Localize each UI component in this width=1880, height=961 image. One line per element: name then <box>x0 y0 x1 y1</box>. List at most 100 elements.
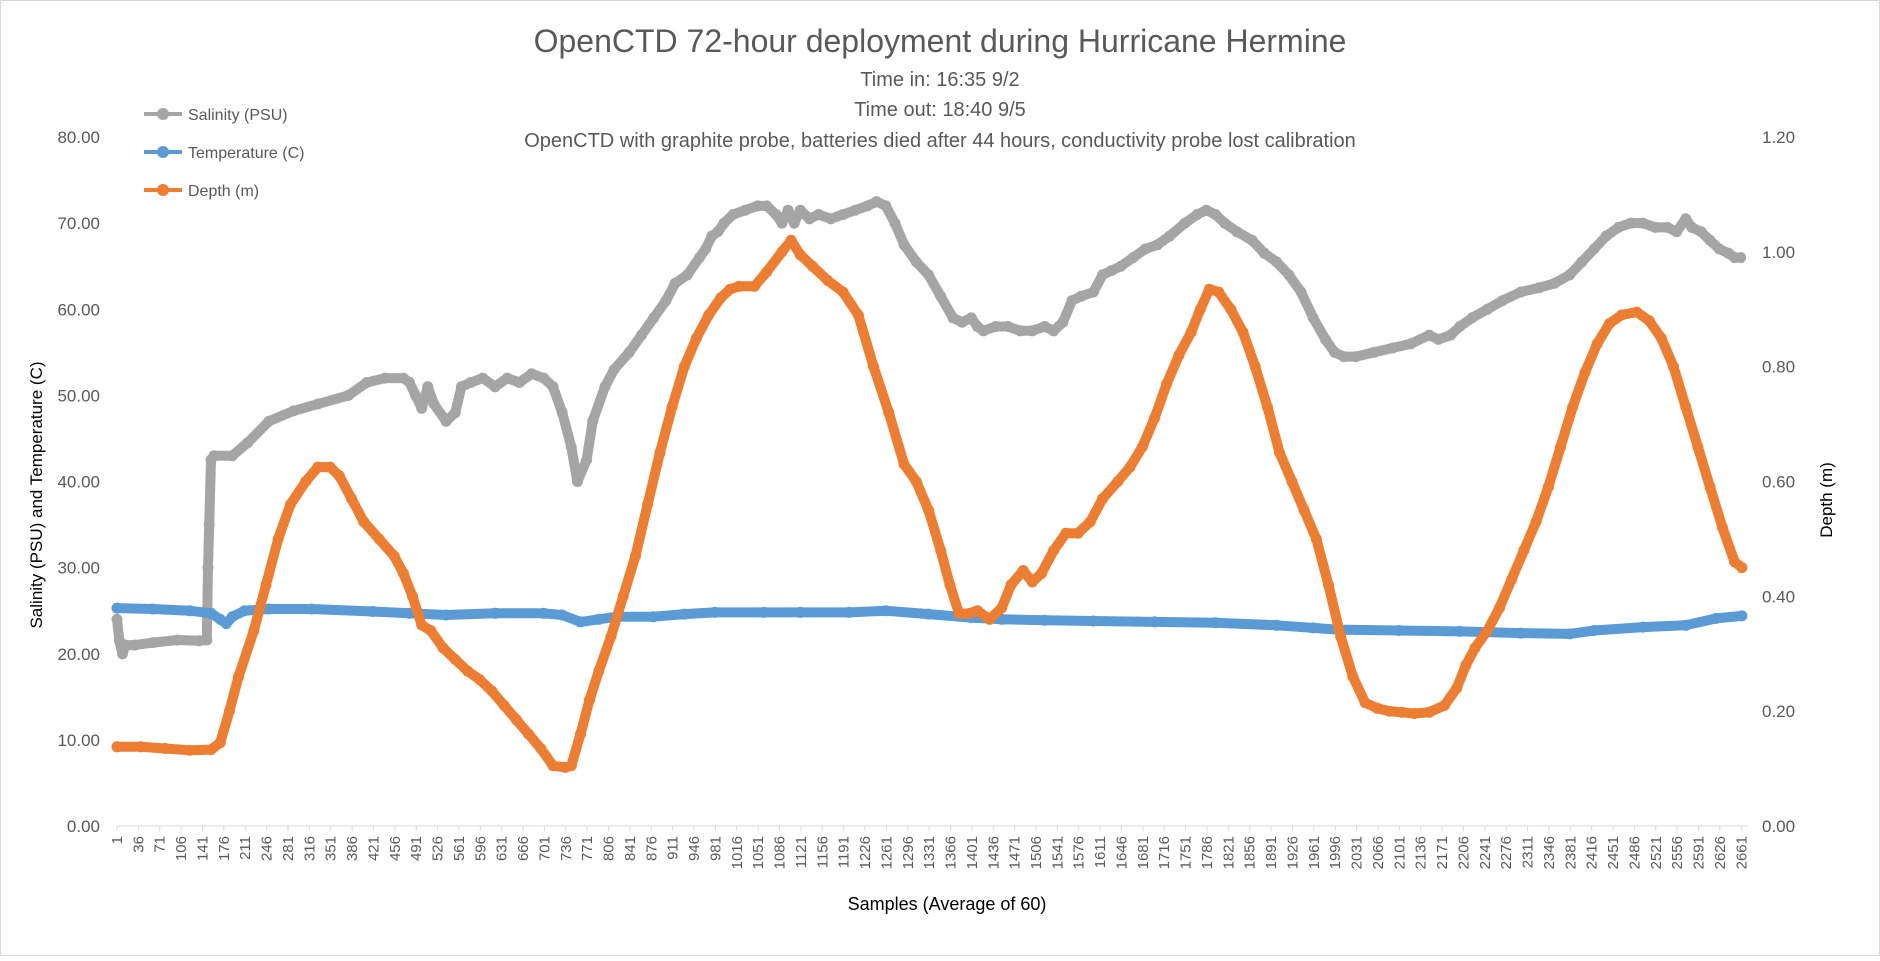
data-point <box>1026 325 1038 337</box>
data-point <box>1661 221 1673 233</box>
data-point <box>379 372 391 384</box>
data-point <box>407 590 418 602</box>
data-point <box>654 447 666 459</box>
x-tick-label: 2521 <box>1648 836 1665 869</box>
data-point <box>1680 401 1692 413</box>
x-tick-label: 211 <box>237 836 254 860</box>
x-tick-label: 176 <box>216 836 233 861</box>
legend-swatch-marker <box>157 146 169 158</box>
data-point <box>1454 321 1466 332</box>
data-point <box>111 602 123 614</box>
data-point <box>1564 269 1576 281</box>
data-point <box>1671 226 1683 238</box>
data-point <box>1258 247 1270 259</box>
data-point <box>202 562 214 574</box>
data-point <box>1588 243 1600 255</box>
data-point <box>1515 627 1527 639</box>
y-axis-left-title: Salinity (PSU) and Temperature (C) <box>27 361 46 628</box>
data-point <box>935 544 947 556</box>
data-point <box>272 533 284 545</box>
x-tick-label: 1121 <box>793 836 810 868</box>
data-point <box>547 381 559 393</box>
data-point <box>761 266 773 278</box>
data-point <box>1393 625 1405 636</box>
x-tick-label: 736 <box>558 836 575 861</box>
data-point <box>1307 312 1319 324</box>
data-point <box>1084 516 1096 528</box>
data-point <box>1149 412 1160 424</box>
data-point <box>538 372 550 384</box>
data-point <box>449 407 461 419</box>
data-point <box>700 243 712 255</box>
data-point <box>498 699 510 711</box>
legend-swatch-marker <box>157 184 169 196</box>
x-tick-label: 2591 <box>1691 836 1708 869</box>
data-point <box>956 316 968 328</box>
data-point <box>1591 338 1603 350</box>
data-point <box>1347 671 1359 683</box>
y-right-tick-label: 0.20 <box>1762 702 1795 721</box>
data-point <box>203 519 215 531</box>
data-point <box>1231 226 1243 238</box>
data-point <box>1466 312 1478 324</box>
data-point <box>599 381 611 393</box>
data-point <box>465 377 477 388</box>
x-tick-label: 386 <box>344 836 361 861</box>
x-tick-label: 1856 <box>1242 836 1259 869</box>
x-tick-label: 1681 <box>1135 836 1152 869</box>
data-point <box>1423 706 1435 718</box>
data-point <box>785 234 797 246</box>
data-point <box>962 608 974 620</box>
x-tick-label: 316 <box>301 836 318 861</box>
data-point <box>214 737 226 749</box>
data-point <box>1710 612 1722 624</box>
data-point <box>575 728 586 740</box>
data-point <box>1017 565 1029 576</box>
x-tick-label: 2206 <box>1455 836 1472 869</box>
x-axis-title: Samples (Average of 60) <box>848 894 1047 914</box>
data-point <box>1307 622 1319 634</box>
data-point <box>428 398 440 410</box>
data-point <box>1564 628 1576 640</box>
data-point <box>1692 441 1704 453</box>
x-tick-label: 1716 <box>1156 836 1173 869</box>
data-point <box>233 671 244 683</box>
x-tick-label: 1926 <box>1284 836 1301 869</box>
data-point <box>1576 256 1588 268</box>
x-tick-label: 561 <box>451 836 468 861</box>
data-point <box>1542 481 1554 493</box>
data-point <box>749 280 760 292</box>
data-point <box>1613 221 1624 233</box>
x-tick-label: 2136 <box>1413 836 1430 869</box>
data-point <box>1497 295 1508 307</box>
data-point <box>776 217 788 229</box>
x-tick-label: 1646 <box>1113 836 1130 869</box>
data-point <box>605 631 617 642</box>
x-tick-label: 1751 <box>1178 836 1195 869</box>
data-point <box>1600 230 1612 242</box>
y-left-tick-label: 50.00 <box>57 386 100 405</box>
data-point <box>416 619 428 631</box>
x-tick-label: 2451 <box>1605 836 1622 869</box>
x-tick-label: 1156 <box>814 836 831 868</box>
y-left-tick-label: 10.00 <box>57 731 100 750</box>
data-point <box>147 637 159 649</box>
data-point <box>242 437 254 449</box>
data-point <box>1124 461 1136 473</box>
data-point <box>455 381 467 393</box>
x-tick-label: 526 <box>430 836 447 861</box>
data-point <box>1149 616 1160 628</box>
legend: Salinity (PSU) Temperature (C) Depth (m) <box>144 107 304 200</box>
x-tick-label: 36 <box>130 836 147 853</box>
y-axis-right-title: Depth (m) <box>1817 462 1836 538</box>
data-point <box>1274 447 1286 459</box>
data-point <box>1097 493 1109 505</box>
x-tick-label: 1261 <box>878 836 895 869</box>
x-tick-label: 1996 <box>1327 836 1344 869</box>
x-tick-label: 1786 <box>1199 836 1216 869</box>
data-point <box>718 217 730 229</box>
data-point <box>342 389 354 401</box>
data-point <box>1588 625 1600 636</box>
data-point <box>1713 243 1725 255</box>
x-tick-label: 1191 <box>836 836 853 868</box>
